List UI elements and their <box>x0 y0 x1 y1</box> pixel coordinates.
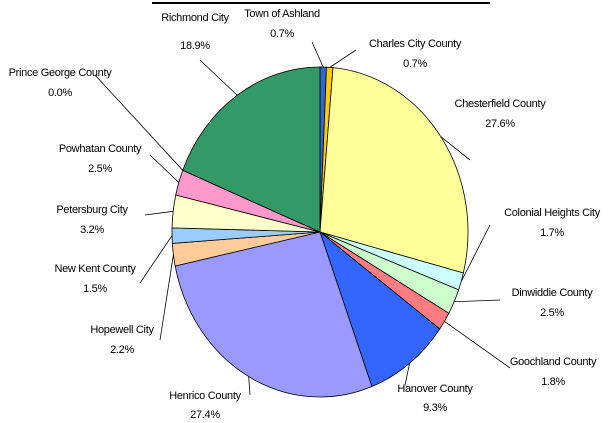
slice-value: 2.2% <box>110 344 134 356</box>
slice-value: 2.5% <box>88 163 112 175</box>
leader-line <box>329 49 357 68</box>
slice-value: 1.7% <box>540 227 564 239</box>
leader-line <box>94 74 184 171</box>
slice-value: 0.7% <box>270 28 294 40</box>
slice-value: 0.7% <box>403 58 427 70</box>
slice-value: 0.0% <box>48 87 72 99</box>
slice-label: Goochland County <box>510 356 597 368</box>
slice-value: 2.5% <box>540 307 564 319</box>
leader-line <box>199 59 238 96</box>
leader-line <box>440 136 471 161</box>
leader-line <box>149 154 180 183</box>
slice-label: Prince George County <box>9 67 113 79</box>
pie-slice <box>182 66 321 233</box>
leader-line <box>444 320 511 369</box>
leader-line <box>144 210 174 216</box>
leader-line <box>404 363 410 386</box>
slice-value: 27.6% <box>485 118 515 130</box>
slice-value: 9.3% <box>423 402 447 414</box>
slice-value: 3.2% <box>80 224 104 236</box>
leader-line <box>248 376 251 396</box>
slice-value: 1.5% <box>83 283 107 295</box>
slice-label: Richmond City <box>161 12 229 24</box>
slice-label: Town of Ashland <box>244 8 320 20</box>
slice-label: New Kent County <box>54 263 136 275</box>
slice-label: Powhatan County <box>59 143 142 155</box>
leader-line <box>139 235 173 284</box>
slice-label: Henrico County <box>169 390 241 402</box>
leader-line <box>311 41 324 68</box>
slice-value: 1.8% <box>541 376 565 388</box>
pie-slice <box>174 231 373 398</box>
slice-value: 27.4% <box>190 409 220 421</box>
slice-label: Petersburg City <box>56 204 128 216</box>
slice-label: Dinwiddie County <box>512 287 594 299</box>
pie-slice <box>319 67 469 274</box>
leader-line <box>454 299 501 303</box>
slice-value: 18.9% <box>180 40 210 52</box>
leader-line <box>159 254 174 341</box>
slice-label: Hopewell City <box>90 324 154 336</box>
slice-label: Colonial Heights City <box>504 207 601 219</box>
slice-label: Charles City County <box>369 38 462 50</box>
leader-line <box>460 224 491 282</box>
slice-label: Hanover County <box>397 383 473 395</box>
slice-label: Chesterfield County <box>455 98 547 110</box>
